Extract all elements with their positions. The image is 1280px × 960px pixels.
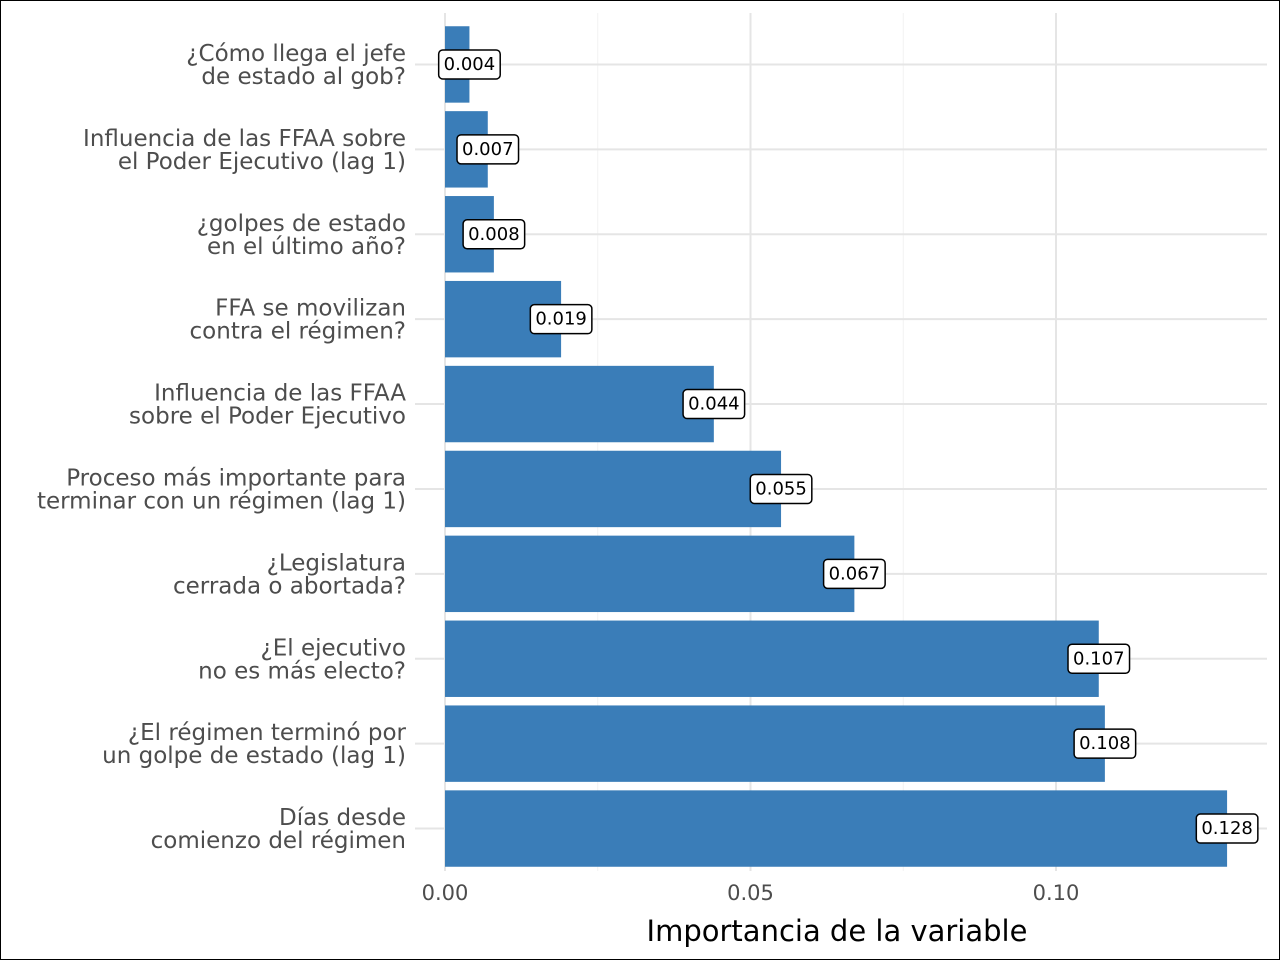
value-label: 0.067: [822, 558, 886, 590]
bar: [445, 365, 714, 443]
bar: [445, 620, 1099, 697]
value-label-box: [822, 558, 886, 590]
y-tick-label-line: cerrada o abortada?: [173, 573, 406, 599]
y-tick-label: ¿El régimen terminó por un golpe de estad…: [102, 720, 406, 769]
y-tick-label: Influencia de las FFAA sobre el Poder Eje…: [83, 126, 406, 175]
value-label: 0.055: [749, 473, 813, 505]
y-tick-label-line: en el último año?: [207, 234, 406, 260]
value-label-box: [462, 219, 526, 250]
y-tick-label: ¿golpes de estado en el último año?: [197, 211, 406, 260]
value-label-text: 0.128: [1201, 818, 1253, 839]
y-tick-label-line: Influencia de las FFAA: [154, 381, 406, 407]
y-tick-label: ¿El ejecutivo no es más electo?: [198, 635, 406, 684]
y-tick-label-line: ¿El régimen terminó por: [128, 720, 407, 746]
value-label-box: [1195, 813, 1259, 844]
value-label-box: [1067, 643, 1131, 674]
value-label: 0.008: [462, 219, 526, 250]
y-tick-label-line: de estado al gob?: [201, 64, 406, 90]
y-tick-label: Proceso más importante para terminar con …: [37, 465, 406, 514]
y-tick-label-line: el Poder Ejecutivo (lag 1): [118, 149, 406, 175]
y-tick-label-line: Proceso más importante para: [66, 465, 406, 491]
value-label: 0.004: [437, 49, 501, 80]
value-label-box: [437, 49, 501, 80]
y-tick-label-line: FFA se movilizan: [215, 296, 406, 322]
y-tick-label-line: comienzo del régimen: [151, 828, 406, 854]
value-label-text: 0.044: [688, 394, 740, 415]
bars: [445, 26, 1228, 867]
y-axis-labels: ¿Cómo llega el jefe de estado al gob? Infl…: [37, 41, 407, 854]
value-label-box: [749, 473, 813, 505]
y-tick-label-line: ¿golpes de estado: [197, 211, 406, 237]
value-label-text: 0.067: [829, 563, 881, 584]
y-tick-label: FFA se movilizan contra el régimen?: [190, 296, 406, 345]
value-label-box: [1073, 728, 1137, 759]
bar: [445, 450, 782, 528]
bar: [445, 790, 1228, 867]
y-tick-label: Influencia de las FFAA sobre el Poder Eje…: [129, 381, 406, 430]
y-tick-label: Días desde comienzo del régimen: [151, 805, 406, 854]
x-axis-ticks: 0.00 0.05 0.10: [422, 881, 1080, 905]
y-tick-label: ¿Cómo llega el jefe de estado al gob?: [186, 41, 406, 90]
x-tick-label: 0.10: [1033, 881, 1080, 905]
value-label-box: [682, 388, 746, 420]
value-label: 0.107: [1067, 643, 1131, 674]
y-tick-label-line: sobre el Poder Ejecutivo: [129, 404, 406, 430]
y-tick-label-line: ¿Legislatura: [267, 550, 406, 576]
y-tick-label-line: ¿El ejecutivo: [261, 635, 406, 661]
value-label-text: 0.055: [755, 478, 807, 499]
value-label: 0.019: [529, 303, 593, 335]
y-tick-label: ¿Legislatura cerrada o abortada?: [173, 550, 406, 599]
y-tick-label-line: no es más electo?: [198, 658, 406, 684]
bar: [445, 535, 855, 613]
bar: [445, 705, 1105, 782]
value-label-text: 0.008: [468, 224, 520, 245]
value-label: 0.128: [1195, 813, 1259, 844]
y-tick-label-line: Días desde: [279, 805, 406, 831]
value-label: 0.108: [1073, 728, 1137, 759]
y-tick-label-line: ¿Cómo llega el jefe: [186, 41, 406, 67]
value-label-box: [456, 134, 520, 165]
value-labels: 0.004 0.007 0.008 0.019 0.044 0.055 0.067 0.107…: [437, 49, 1259, 844]
x-tick-label: 0.05: [727, 881, 774, 905]
value-label-text: 0.107: [1073, 648, 1125, 669]
x-axis-title: Importancia de la variable: [647, 914, 1028, 948]
y-tick-label-line: Influencia de las FFAA sobre: [83, 126, 406, 152]
y-tick-label-line: terminar con un régimen (lag 1): [37, 488, 406, 514]
value-label-text: 0.004: [444, 54, 496, 75]
value-label-text: 0.007: [462, 139, 514, 160]
value-label-text: 0.108: [1079, 733, 1131, 754]
y-tick-label-line: contra el régimen?: [190, 319, 406, 345]
value-label: 0.044: [682, 388, 746, 420]
y-tick-label-line: un golpe de estado (lag 1): [102, 743, 406, 769]
value-label-box: [529, 303, 593, 335]
x-tick-label: 0.00: [422, 881, 469, 905]
value-label: 0.007: [456, 134, 520, 165]
value-label-text: 0.019: [535, 309, 587, 330]
